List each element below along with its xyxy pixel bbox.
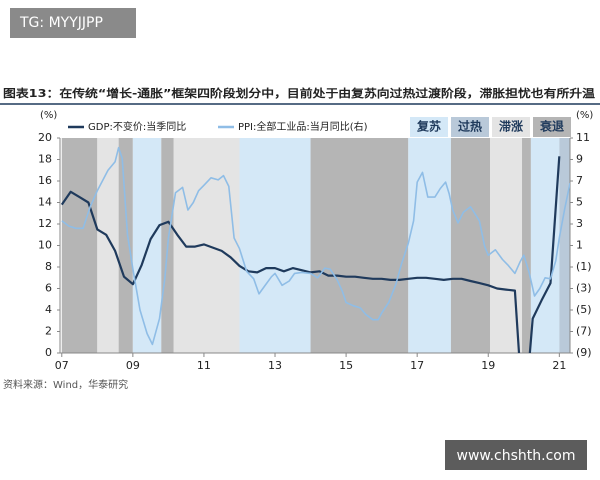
x-tick-label: 21 — [552, 359, 566, 372]
y2-tick-label: (3) — [576, 282, 592, 295]
y-tick-label: 8 — [45, 260, 52, 273]
y-tick-label: 10 — [38, 239, 52, 252]
phase-label: 衰退 — [539, 119, 564, 134]
y2-tick-label: 11 — [576, 131, 590, 144]
plot: 02468101214161820(9)(7)(5)(3)(1)13579110… — [38, 117, 592, 372]
phase-swatch — [492, 117, 530, 137]
series-line — [60, 156, 561, 353]
phase-swatch — [410, 117, 448, 137]
y2-tick-label: 5 — [576, 196, 583, 209]
series-line — [61, 146, 570, 346]
phase-band — [61, 138, 98, 353]
y-tick-label: 16 — [38, 174, 52, 187]
phase-label: 滞涨 — [499, 119, 523, 134]
x-tick-label: 17 — [410, 359, 424, 372]
phase-band — [239, 138, 311, 353]
y-tick-label: 14 — [38, 196, 52, 209]
phase-band — [559, 138, 570, 353]
x-tick-label: 15 — [339, 359, 353, 372]
legend-label: PPI:全部工业品:当月同比(右) — [238, 120, 368, 133]
phase-band — [310, 138, 409, 353]
phase-swatch — [533, 117, 571, 137]
x-tick-label: 07 — [55, 359, 69, 372]
y-tick-label: 2 — [45, 325, 52, 338]
phase-band — [530, 138, 560, 353]
y-tick-label: 20 — [38, 131, 52, 144]
y2-tick-label: (1) — [576, 260, 592, 273]
legend-label: GDP:不变价:当季同比 — [88, 120, 186, 133]
watermark-box — [10, 8, 136, 38]
y-tick-label: 6 — [45, 282, 52, 295]
watermark: www.chshth.com — [457, 448, 576, 464]
y2-tick-label: (7) — [576, 325, 592, 338]
x-tick-label: 13 — [268, 359, 282, 372]
source: 资料来源：Wind，华泰研究 — [3, 378, 128, 391]
watermark: TG: MYYJJPP — [19, 15, 103, 31]
phase-band — [522, 138, 531, 353]
y2-axis-label: (%) — [576, 110, 593, 121]
x-tick-label: 19 — [481, 359, 495, 372]
phase-band — [408, 138, 451, 353]
phase-band — [118, 138, 133, 353]
y-tick-label: 12 — [38, 217, 52, 230]
y2-tick-label: 3 — [576, 217, 583, 230]
y2-tick-label: 1 — [576, 239, 583, 252]
y2-tick-label: 9 — [576, 153, 583, 166]
x-tick-label: 11 — [197, 359, 211, 372]
phase-label: 过热 — [458, 119, 482, 134]
y-tick-label: 0 — [45, 346, 52, 359]
y2-tick-label: (9) — [576, 346, 592, 359]
chart-title: 图表13：在传统“增长-通胀”框架四阶段划分中，目前处于由复苏向过热过渡阶段，滞… — [3, 86, 595, 100]
phase-label: 复苏 — [416, 119, 441, 134]
watermark-box — [445, 440, 587, 470]
phase-band — [132, 138, 162, 353]
y2-tick-label: 7 — [576, 174, 583, 187]
y-tick-label: 4 — [45, 303, 52, 316]
y2-tick-label: (5) — [576, 303, 592, 316]
x-tick-label: 09 — [126, 359, 140, 372]
phase-swatch — [451, 117, 489, 137]
phase-band — [97, 138, 119, 353]
phase-band — [450, 138, 491, 353]
y-tick-label: 18 — [38, 153, 52, 166]
y-axis-label: (%) — [40, 110, 57, 121]
